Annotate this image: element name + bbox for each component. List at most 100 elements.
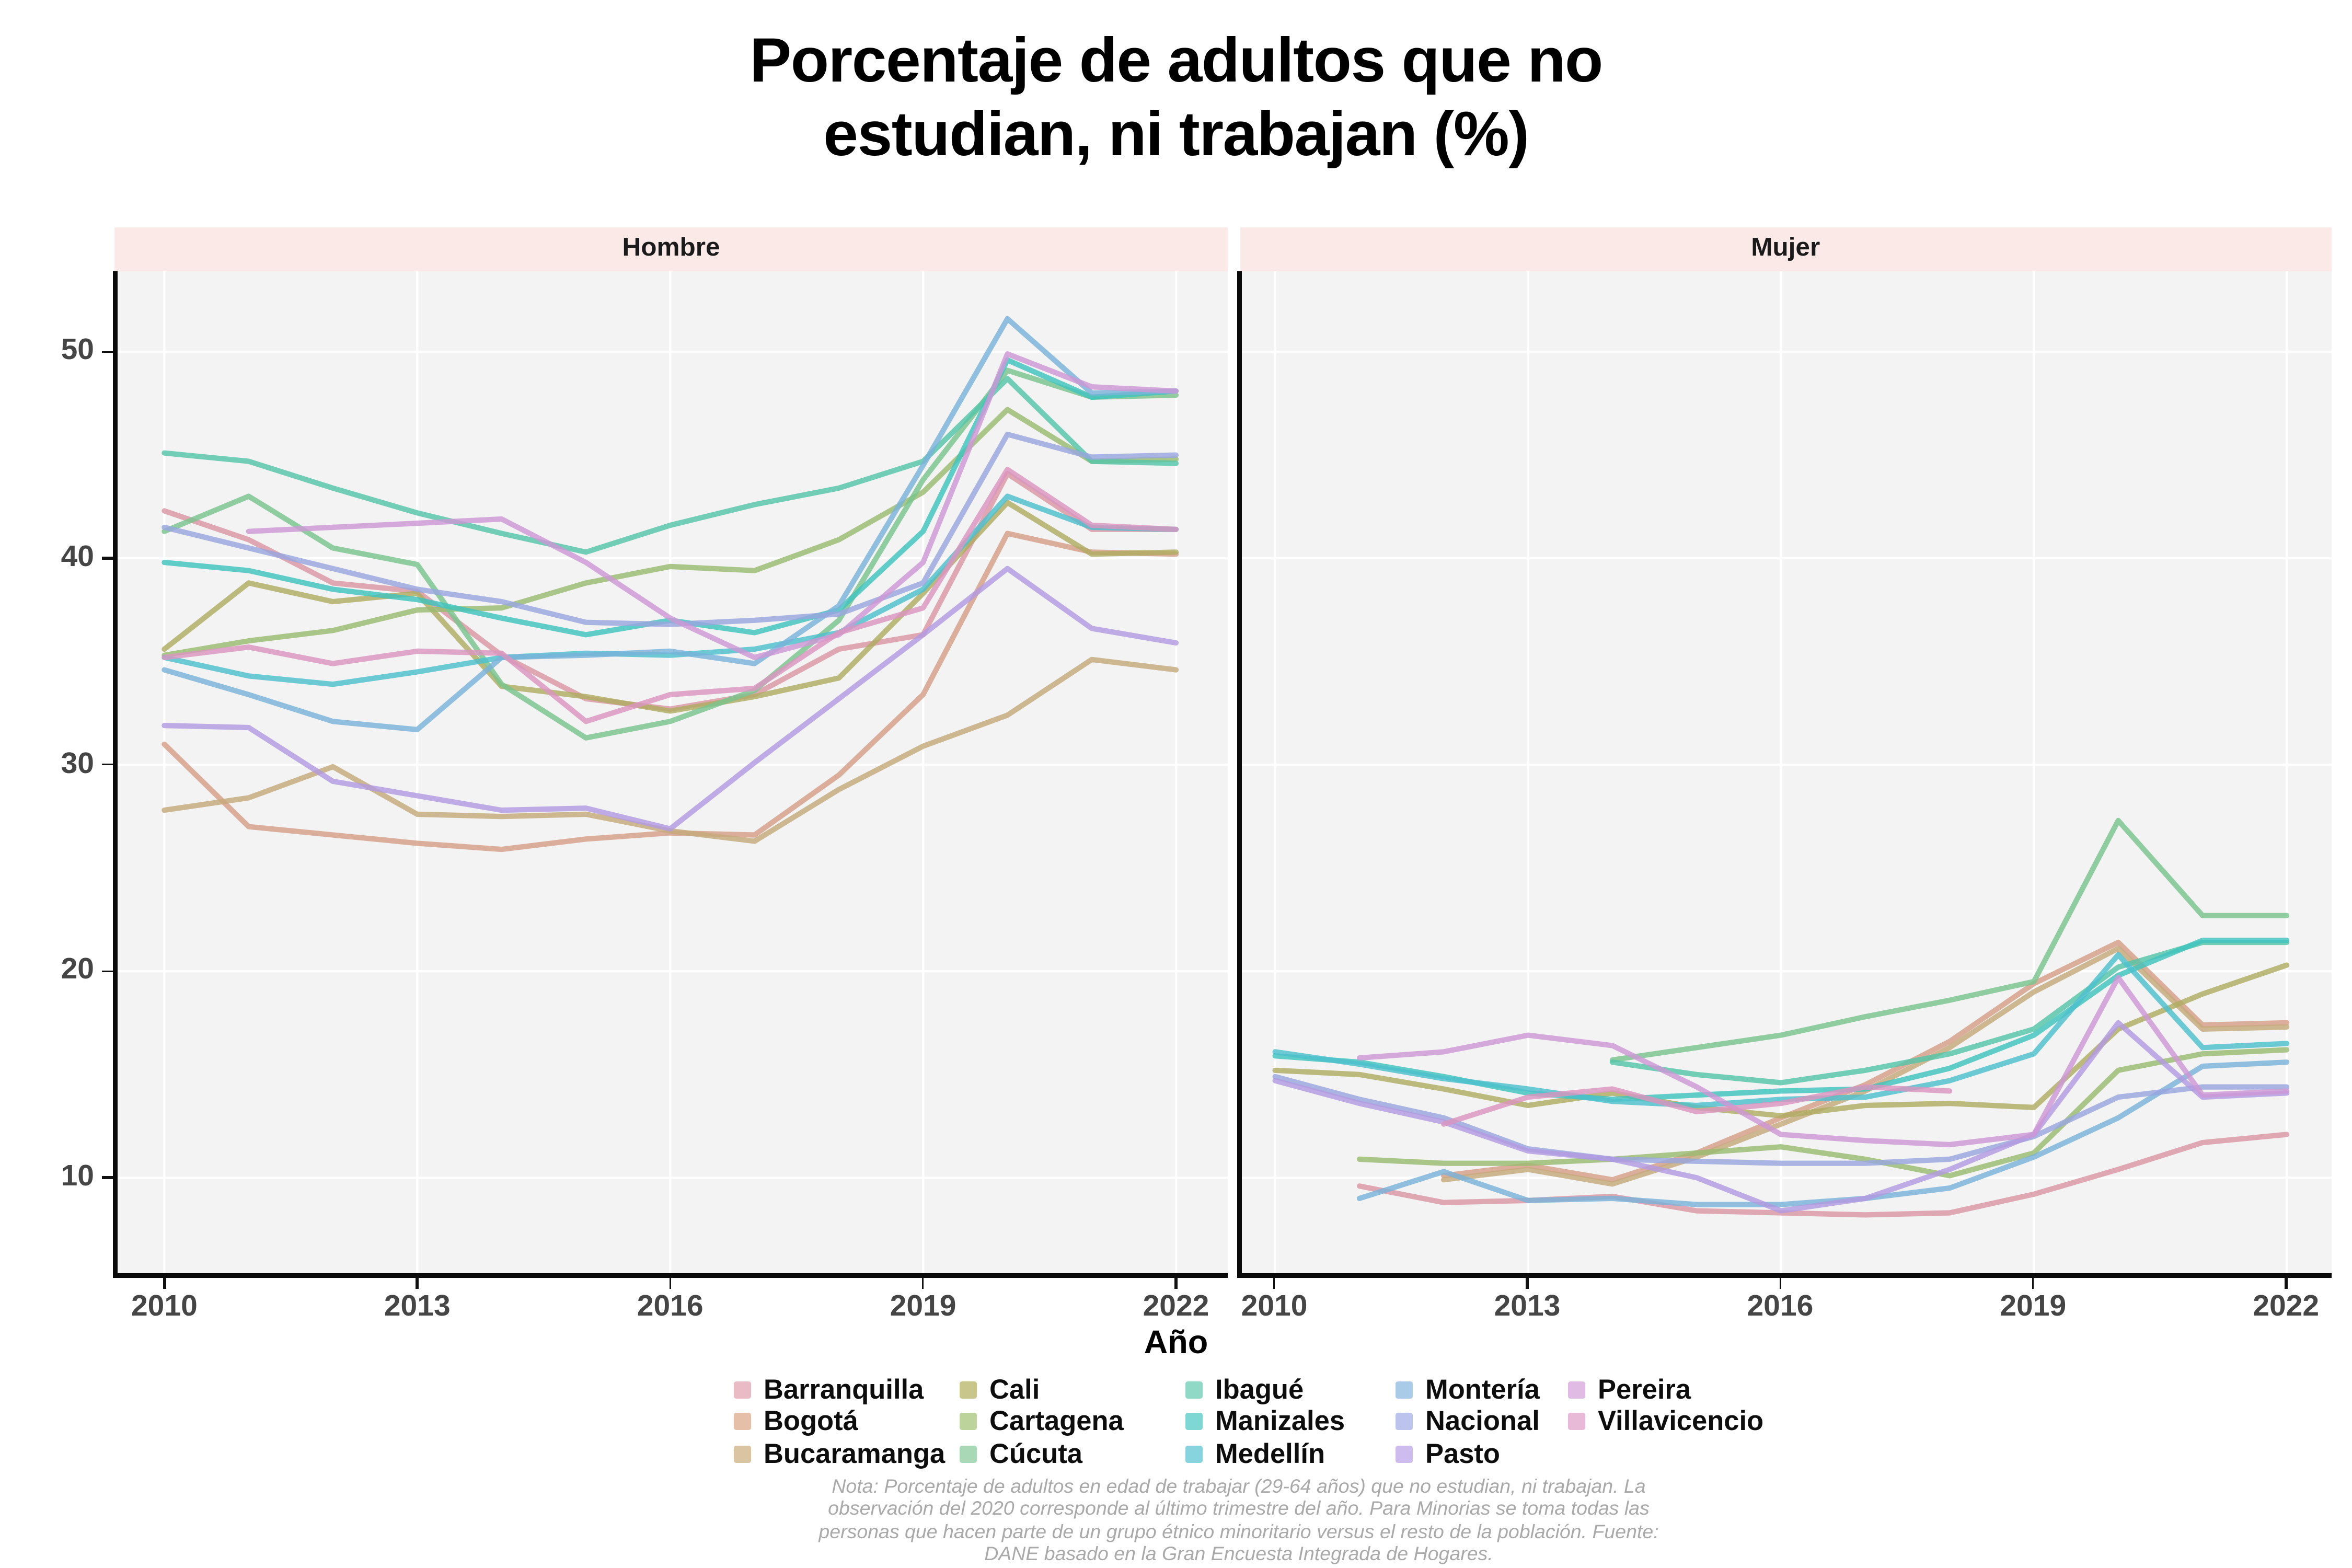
- series-line-Ibagué: [162, 376, 1179, 555]
- legend-label-Pereira: Pereira: [1598, 1373, 1691, 1405]
- legend-label-Bucaramanga: Bucaramanga: [764, 1437, 946, 1469]
- x-tick-label-Hombre-2016: 2016: [637, 1290, 704, 1323]
- x-tick-mark-Mujer-2022: [2285, 1278, 2288, 1289]
- series-line-Nacional: [162, 431, 1179, 627]
- legend-item-Ibagué: Ibagué: [1185, 1373, 1345, 1406]
- x-tick-label-Hombre-2013: 2013: [384, 1290, 451, 1323]
- x-axis-line-hombre: [112, 1272, 1228, 1278]
- legend-swatch-Villavicencio: [1568, 1413, 1585, 1431]
- x-tick-mark-Hombre-2010: [163, 1278, 166, 1289]
- y-tick-label-50: 50: [61, 335, 94, 368]
- x-tick-mark-Hombre-2013: [416, 1278, 419, 1289]
- x-tick-label-Mujer-2016: 2016: [1747, 1290, 1814, 1323]
- series-line-Barranquilla: [1356, 1132, 2289, 1218]
- source-note-line2: observación del 2020 corresponde al últi…: [828, 1498, 1650, 1520]
- x-tick-mark-Mujer-2019: [2032, 1278, 2035, 1289]
- series-line-Pasto: [162, 566, 1179, 832]
- x-axis-title: Año: [1144, 1325, 1208, 1361]
- legend-swatch-Ibagué: [1185, 1381, 1203, 1399]
- legend-label-Manizales: Manizales: [1215, 1405, 1345, 1437]
- x-tick-label-Hombre-2010: 2010: [131, 1290, 198, 1323]
- facet-strip-hombre: Hombre: [114, 226, 1228, 271]
- source-note-line3: personas que hacen parte de un grupo étn…: [818, 1520, 1659, 1543]
- legend-label-Ibagué: Ibagué: [1215, 1373, 1304, 1405]
- y-tick-label-20: 20: [61, 954, 94, 987]
- y-axis-line-hombre: [112, 271, 117, 1275]
- series-line-Pereira: [1356, 975, 2289, 1148]
- series-line-Pereira: [246, 351, 1179, 661]
- legend-item-Medellín: Medellín: [1185, 1437, 1345, 1470]
- x-axis-line-mujer: [1237, 1272, 2332, 1278]
- legend-item-Pereira: Pereira: [1568, 1373, 1763, 1406]
- y-tick-mark-40: [102, 557, 113, 560]
- legend-column-3: Ibagué Manizales Medellín: [1185, 1373, 1345, 1470]
- legend-swatch-Barranquilla: [734, 1381, 751, 1399]
- y-tick-mark-50: [102, 350, 113, 353]
- series-line-Cali: [162, 500, 1179, 714]
- x-tick-label-Mujer-2013: 2013: [1494, 1290, 1561, 1323]
- legend-item-Villavicencio: Villavicencio: [1568, 1405, 1764, 1438]
- legend-item-Cúcuta: Cúcuta: [960, 1437, 1124, 1470]
- x-tick-label-Mujer-2010: 2010: [1241, 1290, 1308, 1323]
- y-tick-label-30: 30: [61, 747, 94, 781]
- facet-strip-mujer-label: Mujer: [1751, 234, 1820, 262]
- legend-item-Manizales: Manizales: [1185, 1405, 1345, 1438]
- x-tick-mark-Mujer-2013: [1526, 1278, 1529, 1289]
- x-tick-mark-Mujer-2010: [1273, 1278, 1276, 1289]
- y-tick-mark-20: [102, 970, 113, 973]
- legend-swatch-Manizales: [1185, 1413, 1203, 1431]
- chart-title: Porcentaje de adultos que no estudian, n…: [0, 25, 2352, 173]
- series-line-Cartagena: [162, 407, 1179, 658]
- legend-swatch-Pereira: [1568, 1381, 1585, 1399]
- y-axis-line-mujer: [1237, 271, 1242, 1275]
- legend-label-Barranquilla: Barranquilla: [764, 1373, 924, 1405]
- panel-hombre-plot: [114, 271, 1228, 1275]
- series-line-Cúcuta: [1609, 817, 2289, 1063]
- series-line-Cartagena: [1356, 1047, 2289, 1179]
- legend-label-Cúcuta: Cúcuta: [989, 1437, 1082, 1469]
- legend-label-Villavicencio: Villavicencio: [1598, 1405, 1764, 1437]
- legend-swatch-Cartagena: [960, 1413, 977, 1431]
- source-note-line4: DANE basado en la Gran Encuesta Integrad…: [984, 1543, 1493, 1565]
- legend-swatch-Bogotá: [734, 1413, 751, 1431]
- x-tick-mark-Mujer-2016: [1779, 1278, 1782, 1289]
- series-line-Villavicencio: [1440, 1084, 1952, 1127]
- x-tick-label-Mujer-2019: 2019: [2000, 1290, 2067, 1323]
- series-line-Montería: [162, 316, 1179, 732]
- legend-swatch-Nacional: [1396, 1413, 1413, 1431]
- x-tick-label-Mujer-2022: 2022: [2253, 1290, 2320, 1323]
- legend-label-Cartagena: Cartagena: [989, 1405, 1124, 1437]
- series-line-Cali: [1272, 962, 2289, 1119]
- legend-swatch-Bucaramanga: [734, 1445, 751, 1463]
- legend-swatch-Cali: [960, 1381, 977, 1399]
- legend-swatch-Cúcuta: [960, 1445, 977, 1463]
- series-line-Cúcuta: [162, 367, 1179, 741]
- source-note-line1: Nota: Porcentaje de adultos en edad de t…: [832, 1475, 1646, 1497]
- legend-item-Nacional: Nacional: [1396, 1405, 1540, 1438]
- panel-mujer: [1239, 271, 2332, 1275]
- legend-column-2: Cali Cartagena Cúcuta: [960, 1373, 1124, 1470]
- source-note: Nota: Porcentaje de adultos en edad de t…: [392, 1475, 2085, 1566]
- panel-mujer-plot: [1239, 271, 2332, 1275]
- x-tick-mark-Hombre-2019: [921, 1278, 925, 1289]
- x-tick-mark-Hombre-2022: [1174, 1278, 1178, 1289]
- x-tick-mark-Hombre-2016: [668, 1278, 672, 1289]
- legend-label-Cali: Cali: [989, 1373, 1040, 1405]
- legend-swatch-Pasto: [1396, 1445, 1413, 1463]
- legend-column-5: Pereira Villavicencio: [1568, 1373, 1764, 1438]
- chart-title-line2: estudian, ni trabajan (%): [823, 100, 1529, 170]
- y-tick-label-10: 10: [61, 1160, 94, 1194]
- legend-label-Nacional: Nacional: [1425, 1405, 1540, 1437]
- legend-item-Bogotá: Bogotá: [734, 1405, 945, 1438]
- legend-item-Barranquilla: Barranquilla: [734, 1373, 945, 1406]
- x-tick-label-Hombre-2022: 2022: [1143, 1290, 1209, 1323]
- y-tick-mark-10: [102, 1176, 113, 1179]
- legend-column-1: Barranquilla Bogotá Bucaramanga: [734, 1373, 946, 1470]
- series-line-Medellín: [1272, 952, 2289, 1109]
- legend-item-Bucaramanga: Bucaramanga: [734, 1437, 946, 1470]
- legend-item-Cartagena: Cartagena: [960, 1405, 1124, 1438]
- series-line-Nacional: [1272, 1074, 2289, 1166]
- legend-label-Montería: Montería: [1425, 1373, 1540, 1405]
- x-tick-label-Hombre-2019: 2019: [890, 1290, 956, 1323]
